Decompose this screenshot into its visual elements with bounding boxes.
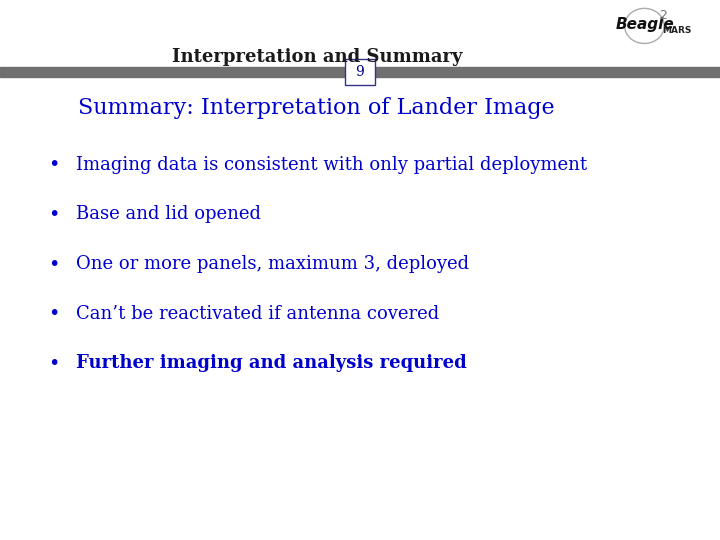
FancyBboxPatch shape [345, 59, 375, 85]
Text: Interpretation and Summary: Interpretation and Summary [171, 48, 462, 66]
Text: •: • [48, 304, 60, 323]
Text: Imaging data is consistent with only partial deployment: Imaging data is consistent with only par… [76, 156, 587, 174]
Text: Further imaging and analysis required: Further imaging and analysis required [76, 354, 467, 373]
Text: •: • [48, 354, 60, 373]
Text: Summary: Interpretation of Lander Image: Summary: Interpretation of Lander Image [78, 97, 555, 119]
Text: •: • [48, 205, 60, 224]
Text: MARS: MARS [662, 26, 691, 35]
Text: •: • [48, 254, 60, 274]
Text: Beagle: Beagle [616, 17, 675, 32]
Text: One or more panels, maximum 3, deployed: One or more panels, maximum 3, deployed [76, 255, 469, 273]
Text: 9: 9 [356, 65, 364, 79]
Text: •: • [48, 155, 60, 174]
Bar [0, 67, 720, 77]
Text: Can’t be reactivated if antenna covered: Can’t be reactivated if antenna covered [76, 305, 439, 323]
Text: Base and lid opened: Base and lid opened [76, 205, 261, 224]
Text: 2: 2 [659, 9, 667, 22]
